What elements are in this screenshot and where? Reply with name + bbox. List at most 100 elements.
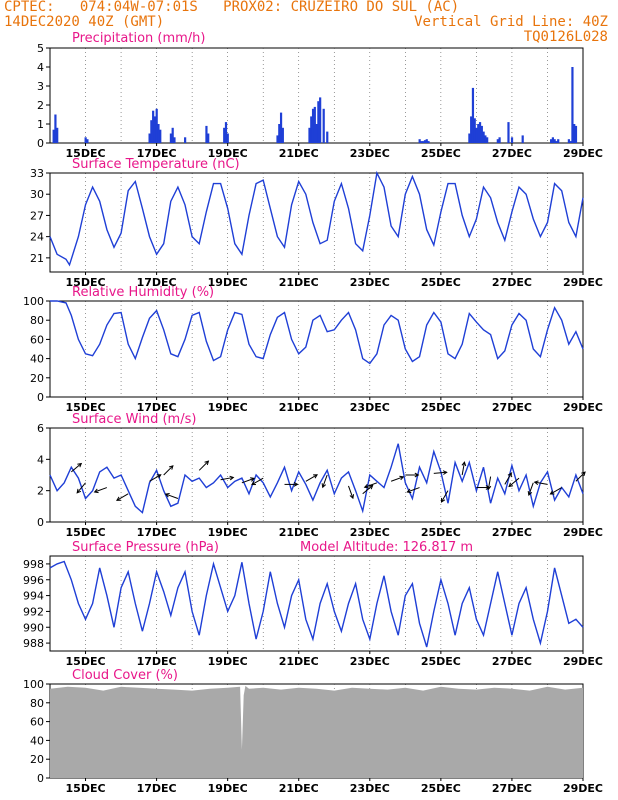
precip-bar — [311, 108, 315, 143]
precip-bar — [184, 137, 187, 143]
wind-arrow-head — [461, 461, 467, 467]
wind-arrow-shaft — [163, 465, 174, 476]
wind-arrow-shaft — [322, 474, 328, 488]
wind-arrow — [527, 482, 534, 497]
chart-title: Precipitation (mm/h) — [72, 31, 205, 46]
wind-arrow-shaft — [70, 463, 82, 473]
x-tick-label: 15DEC — [66, 655, 106, 668]
x-tick-label: 25DEC — [421, 782, 461, 795]
wind-arrow — [575, 471, 586, 482]
wind-arrow-head — [168, 465, 174, 470]
wind-arrow — [433, 470, 448, 475]
wind-arrow — [405, 472, 420, 478]
x-tick-label: 29DEC — [563, 782, 603, 795]
chart-panel-4: 0 2 4 6 15DEC 17DEC 19DEC 21DEC 23DEC 25DEC 27DEC 2… — [37, 412, 603, 539]
precip-bar — [478, 122, 482, 143]
y-tick-label: 996 — [23, 574, 44, 587]
x-tick-label: 15DEC — [66, 276, 106, 289]
x-tick-label: 19DEC — [208, 526, 248, 539]
wind-arrow — [241, 477, 256, 484]
y-tick-label: 100 — [23, 295, 44, 308]
wind-arrow — [348, 485, 355, 500]
x-tick-label: 17DEC — [137, 782, 177, 795]
precip-bar — [477, 124, 480, 143]
wind-arrow — [116, 493, 129, 501]
x-tick-label: 17DEC — [137, 276, 177, 289]
wind-arrow-head — [486, 485, 492, 491]
precip-bar — [159, 129, 162, 143]
chart-panel-3: 0 20 40 60 80 100 15DEC 17DEC 19DEC 21DEC 23DEC 25D… — [23, 285, 603, 414]
y-tick-label: 60 — [30, 333, 44, 346]
chart-title: Surface Temperature (nC) — [72, 157, 240, 172]
wind-arrow-head — [440, 497, 446, 503]
precip-bar — [553, 139, 556, 143]
wind-arrow — [390, 475, 405, 482]
precip-bar — [279, 112, 283, 143]
wind-arrow-head — [93, 488, 99, 494]
y-tick-label: 990 — [23, 621, 44, 634]
x-tick-label: 21DEC — [279, 276, 319, 289]
x-tick-label: 21DEC — [279, 147, 319, 160]
wind-arrow — [486, 476, 492, 491]
wind-arrow-head — [204, 460, 210, 466]
x-tick-label: 25DEC — [421, 147, 461, 160]
y-tick-label: 1 — [37, 118, 44, 131]
series-line — [49, 170, 584, 267]
y-tick-label: 0 — [37, 391, 44, 404]
precip-bar — [157, 124, 160, 143]
precip-bar — [551, 137, 554, 143]
precip-bar — [550, 139, 553, 143]
precip-bar — [155, 108, 158, 143]
wind-arrow-head — [251, 480, 256, 486]
x-tick-label: 17DEC — [137, 655, 177, 668]
y-tick-label: 0 — [37, 137, 44, 150]
precip-bar — [471, 87, 475, 143]
precip-bar — [470, 116, 473, 143]
series-line — [50, 300, 584, 365]
y-tick-label: 100 — [23, 678, 44, 691]
precip-bar — [569, 141, 572, 143]
x-tick-label: 23DEC — [350, 655, 390, 668]
wind-arrow — [198, 460, 210, 471]
wind-arrow-head — [363, 483, 369, 489]
precip-bar — [52, 129, 55, 143]
wind-arrow-shaft — [364, 482, 378, 488]
precip-bar — [326, 131, 329, 143]
precip-bar — [226, 133, 229, 143]
x-tick-label: 21DEC — [279, 401, 319, 414]
precip-bar — [567, 139, 570, 143]
x-tick-label: 19DEC — [208, 401, 248, 414]
wind-arrow — [164, 492, 179, 499]
precip-bar — [54, 114, 57, 143]
wind-arrow — [508, 477, 520, 488]
precip-bar — [313, 106, 316, 143]
precip-bar — [507, 122, 510, 143]
wind-arrow-shaft — [575, 471, 586, 482]
wind-arrow — [93, 487, 108, 494]
precip-bar — [423, 140, 427, 143]
wind-arrow-shaft — [508, 477, 520, 487]
wind-arrow-head — [77, 462, 83, 468]
wind-arrow-shaft — [362, 485, 373, 495]
wind-arrow-shaft — [550, 487, 562, 495]
wind-arrow — [70, 462, 83, 473]
y-tick-label: 33 — [30, 167, 44, 180]
wind-arrow-head — [293, 482, 299, 487]
header-line-1: CPTEC: 074:04W-07:01S PROX02: CRUZEIRO D… — [4, 0, 460, 15]
header-line-3-right: TQ0126L028 — [523, 29, 608, 45]
y-tick-label: 0 — [37, 516, 44, 529]
precip-bar — [482, 131, 485, 143]
wind-arrow — [305, 474, 319, 482]
wind-arrow-head — [156, 474, 162, 479]
wind-arrow — [362, 484, 374, 495]
precip-bar — [496, 139, 499, 143]
precip-bar — [422, 141, 425, 143]
x-tick-label: 27DEC — [492, 526, 532, 539]
wind-arrow-head — [399, 475, 405, 481]
precip-bar — [480, 125, 483, 143]
wind-arrow — [284, 482, 299, 487]
wind-arrow-shaft — [461, 462, 465, 476]
wind-arrow-head — [76, 488, 82, 494]
y-tick-label: 20 — [30, 753, 44, 766]
precip-bar — [555, 141, 558, 143]
